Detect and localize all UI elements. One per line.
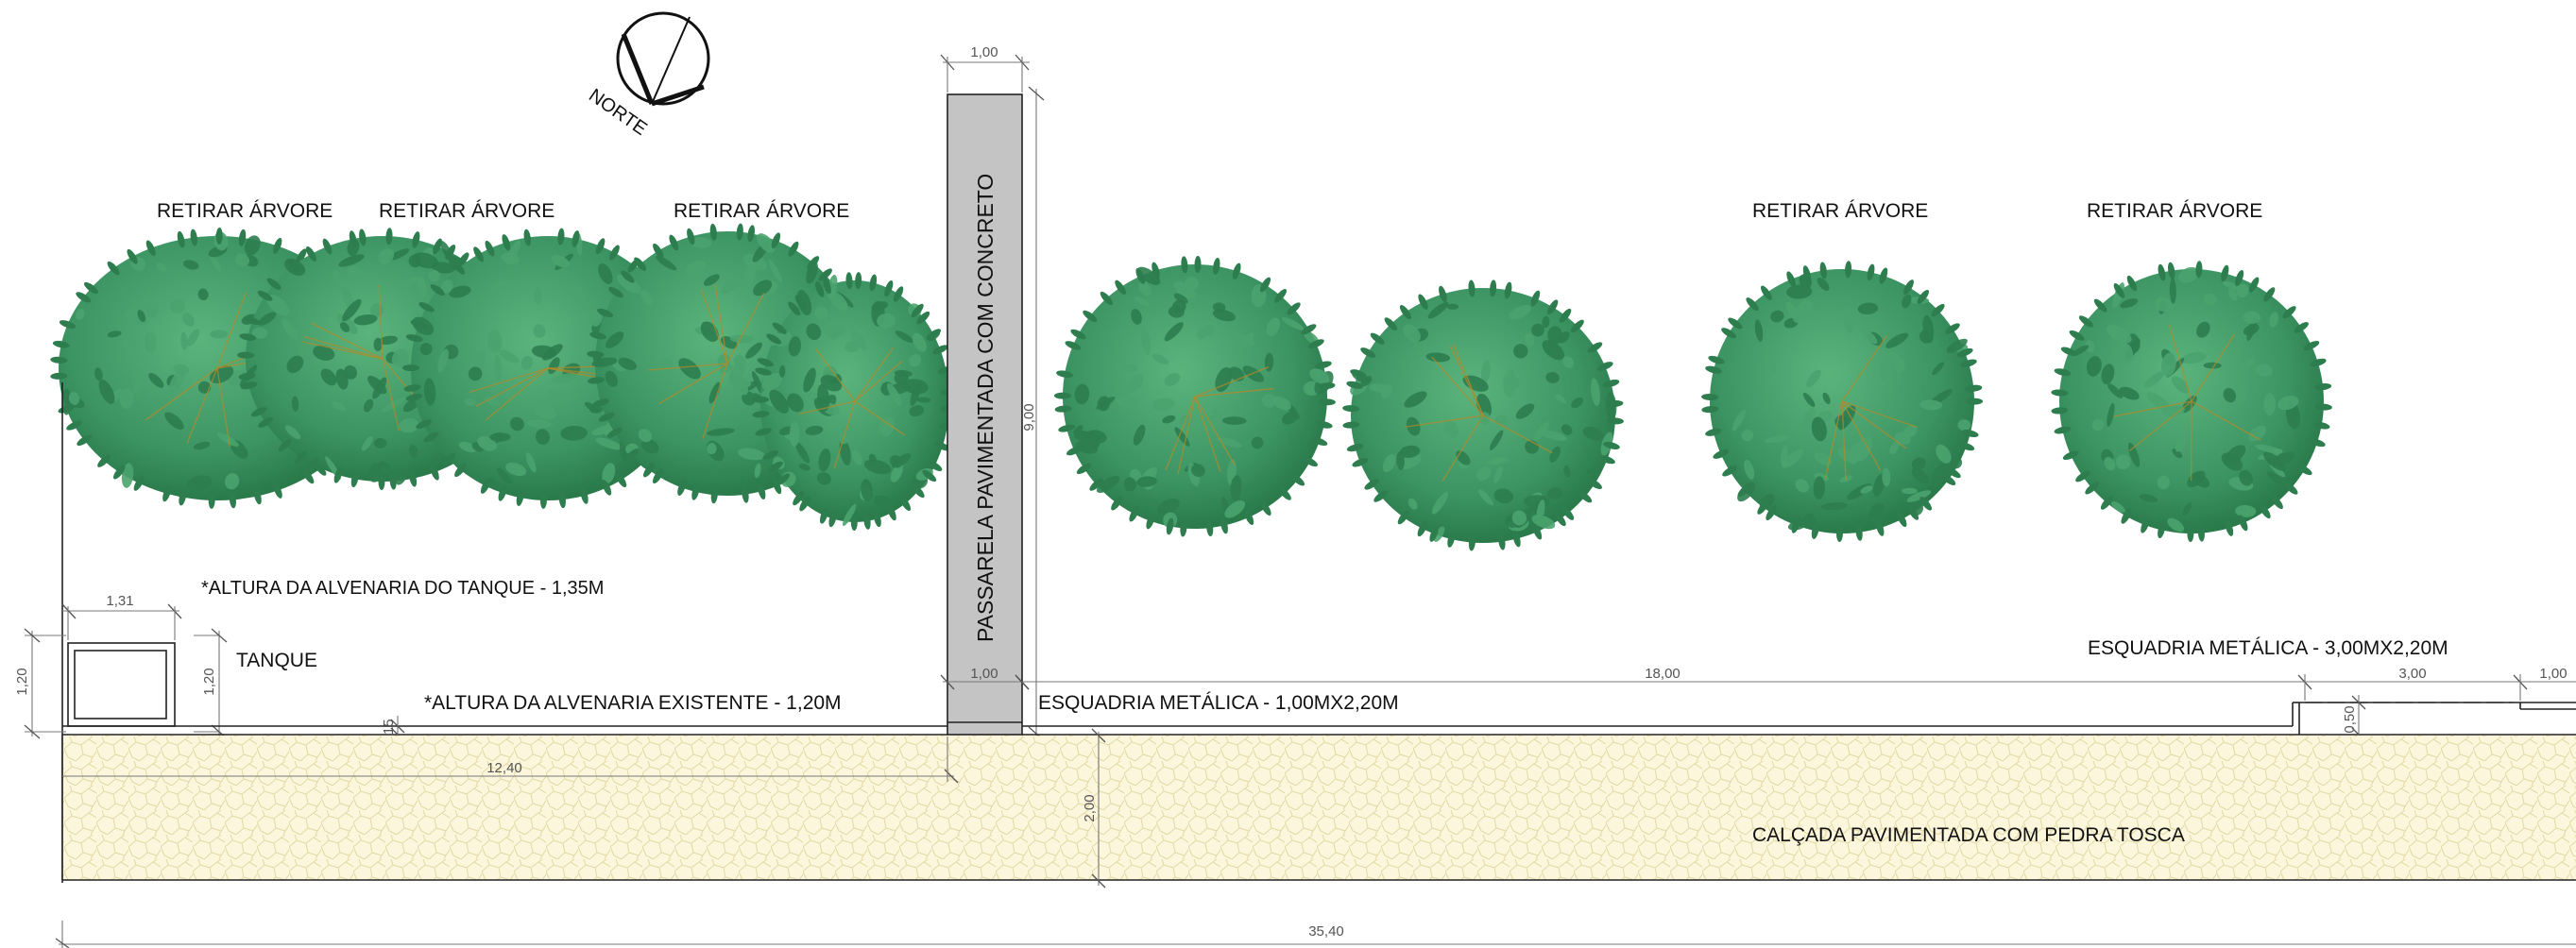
tree-canopy: [1342, 279, 1624, 551]
metal-frames: ESQUADRIA METÁLICA - 1,00MX2,20M ESQUADR…: [1015, 637, 2576, 746]
tank: TANQUE *ALTURA DA ALVENARIA DO TANQUE - …: [14, 578, 604, 739]
walkway-width-bottom: 1,00: [970, 666, 998, 682]
concrete-walkway: PASSARELA PAVIMENTADA COM CONCRETO 1,00 …: [940, 44, 1045, 741]
boundary-wall: *ALTURA DA ALVENARIA EXISTENTE - 1,20M 0…: [62, 692, 2576, 748]
tank-note: *ALTURA DA ALVENARIA DO TANQUE - 1,35M: [201, 578, 604, 599]
total-length: 35,40: [1308, 923, 1344, 940]
wall-length-right: 18,00: [1645, 666, 1680, 682]
door-large-label: ESQUADRIA METÁLICA - 3,00MX2,20M: [2088, 637, 2448, 659]
remove-tree-label-1: RETIRAR ÁRVORE: [157, 200, 333, 222]
walkway-width-top: 1,00: [970, 44, 998, 60]
existing-wall-note: *ALTURA DA ALVENARIA EXISTENTE - 1,20M: [424, 692, 842, 714]
tree-canopy: [752, 272, 958, 531]
tree-canopy: [1701, 261, 1983, 542]
tree-canopy: [1054, 256, 1336, 537]
tank-height-inner: 1,20: [201, 668, 217, 695]
gate-side-width: 1,00: [2539, 666, 2567, 682]
tank-label: TANQUE: [236, 650, 317, 671]
remove-tree-label-5: RETIRAR ÁRVORE: [2087, 200, 2262, 222]
remove-tree-label-3: RETIRAR ÁRVORE: [674, 200, 849, 222]
gate-width: 3,00: [2398, 666, 2426, 682]
remove-tree-label-4: RETIRAR ÁRVORE: [1752, 200, 1928, 222]
north-arrow: NORTE: [585, 11, 710, 140]
tank-width: 1,31: [106, 593, 133, 609]
tree-canopy: [2051, 261, 2332, 542]
walkway-label: PASSARELA PAVIMENTADA COM CONCRETO: [973, 174, 998, 642]
wall-length-left: 12,40: [486, 760, 522, 776]
walkway-length: 9,00: [1021, 403, 1037, 431]
north-label: NORTE: [585, 85, 651, 140]
remove-tree-label-2: RETIRAR ÁRVORE: [379, 200, 554, 222]
sidewalk: CALÇADA PAVIMENTADA COM PEDRA TOSCA 2,00…: [55, 728, 2576, 948]
tank-height: 1,20: [14, 668, 30, 695]
gate-depth: 0,50: [2342, 705, 2358, 733]
sidewalk-label: CALÇADA PAVIMENTADA COM PEDRA TOSCA: [1752, 824, 2185, 846]
tree-labels: RETIRAR ÁRVORE RETIRAR ÁRVORE RETIRAR ÁR…: [157, 200, 2262, 222]
door-small-label: ESQUADRIA METÁLICA - 1,00MX2,20M: [1038, 692, 1399, 714]
sidewalk-width: 2,00: [1082, 794, 1098, 821]
trees: [50, 223, 2332, 551]
